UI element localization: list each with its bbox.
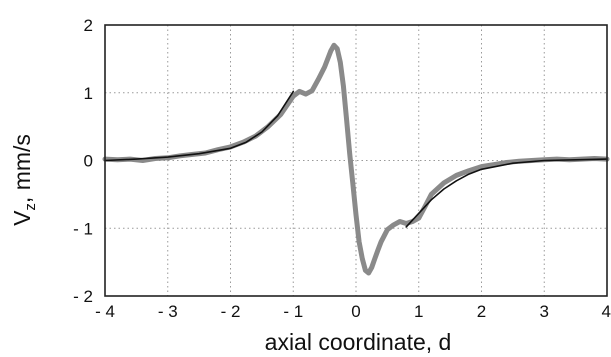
x-tick-label-3: - 1 bbox=[283, 302, 303, 321]
x-tick-label-0: - 4 bbox=[95, 302, 115, 321]
x-tick-label-6: 2 bbox=[477, 302, 486, 321]
measured-velocity-line bbox=[102, 42, 610, 276]
fit-curve-line-2 bbox=[405, 158, 608, 228]
y-tick-label-1: 1 bbox=[84, 84, 93, 103]
grid-lines bbox=[105, 25, 607, 296]
x-tick-label-4: 0 bbox=[351, 302, 360, 321]
plot-frame bbox=[104, 24, 608, 297]
fit-curve-line-1 bbox=[104, 90, 295, 162]
x-tick-label-7: 3 bbox=[540, 302, 549, 321]
y-axis-title-subscript: z bbox=[22, 203, 39, 211]
x-tick-label-8: 4 bbox=[602, 302, 611, 321]
y-tick-labels: 2 1 0 - 1 - 2 bbox=[73, 16, 93, 306]
y-axis-title-main: V bbox=[9, 210, 35, 226]
y-tick-label-2: 0 bbox=[84, 152, 93, 171]
y-axis-title-units: , mm/s bbox=[9, 134, 35, 203]
y-tick-label-4: - 2 bbox=[73, 287, 93, 306]
y-tick-label-0: 2 bbox=[84, 16, 93, 35]
x-tick-label-2: - 2 bbox=[221, 302, 241, 321]
x-tick-labels: - 4 - 3 - 2 - 1 0 1 2 3 4 bbox=[95, 302, 611, 321]
x-tick-label-1: - 3 bbox=[158, 302, 178, 321]
data-series bbox=[102, 42, 610, 276]
y-axis-title: Vz, mm/s bbox=[9, 134, 39, 226]
x-axis-title: axial coordinate, d bbox=[265, 329, 452, 355]
x-tick-label-5: 1 bbox=[414, 302, 423, 321]
y-tick-label-3: - 1 bbox=[73, 219, 93, 238]
